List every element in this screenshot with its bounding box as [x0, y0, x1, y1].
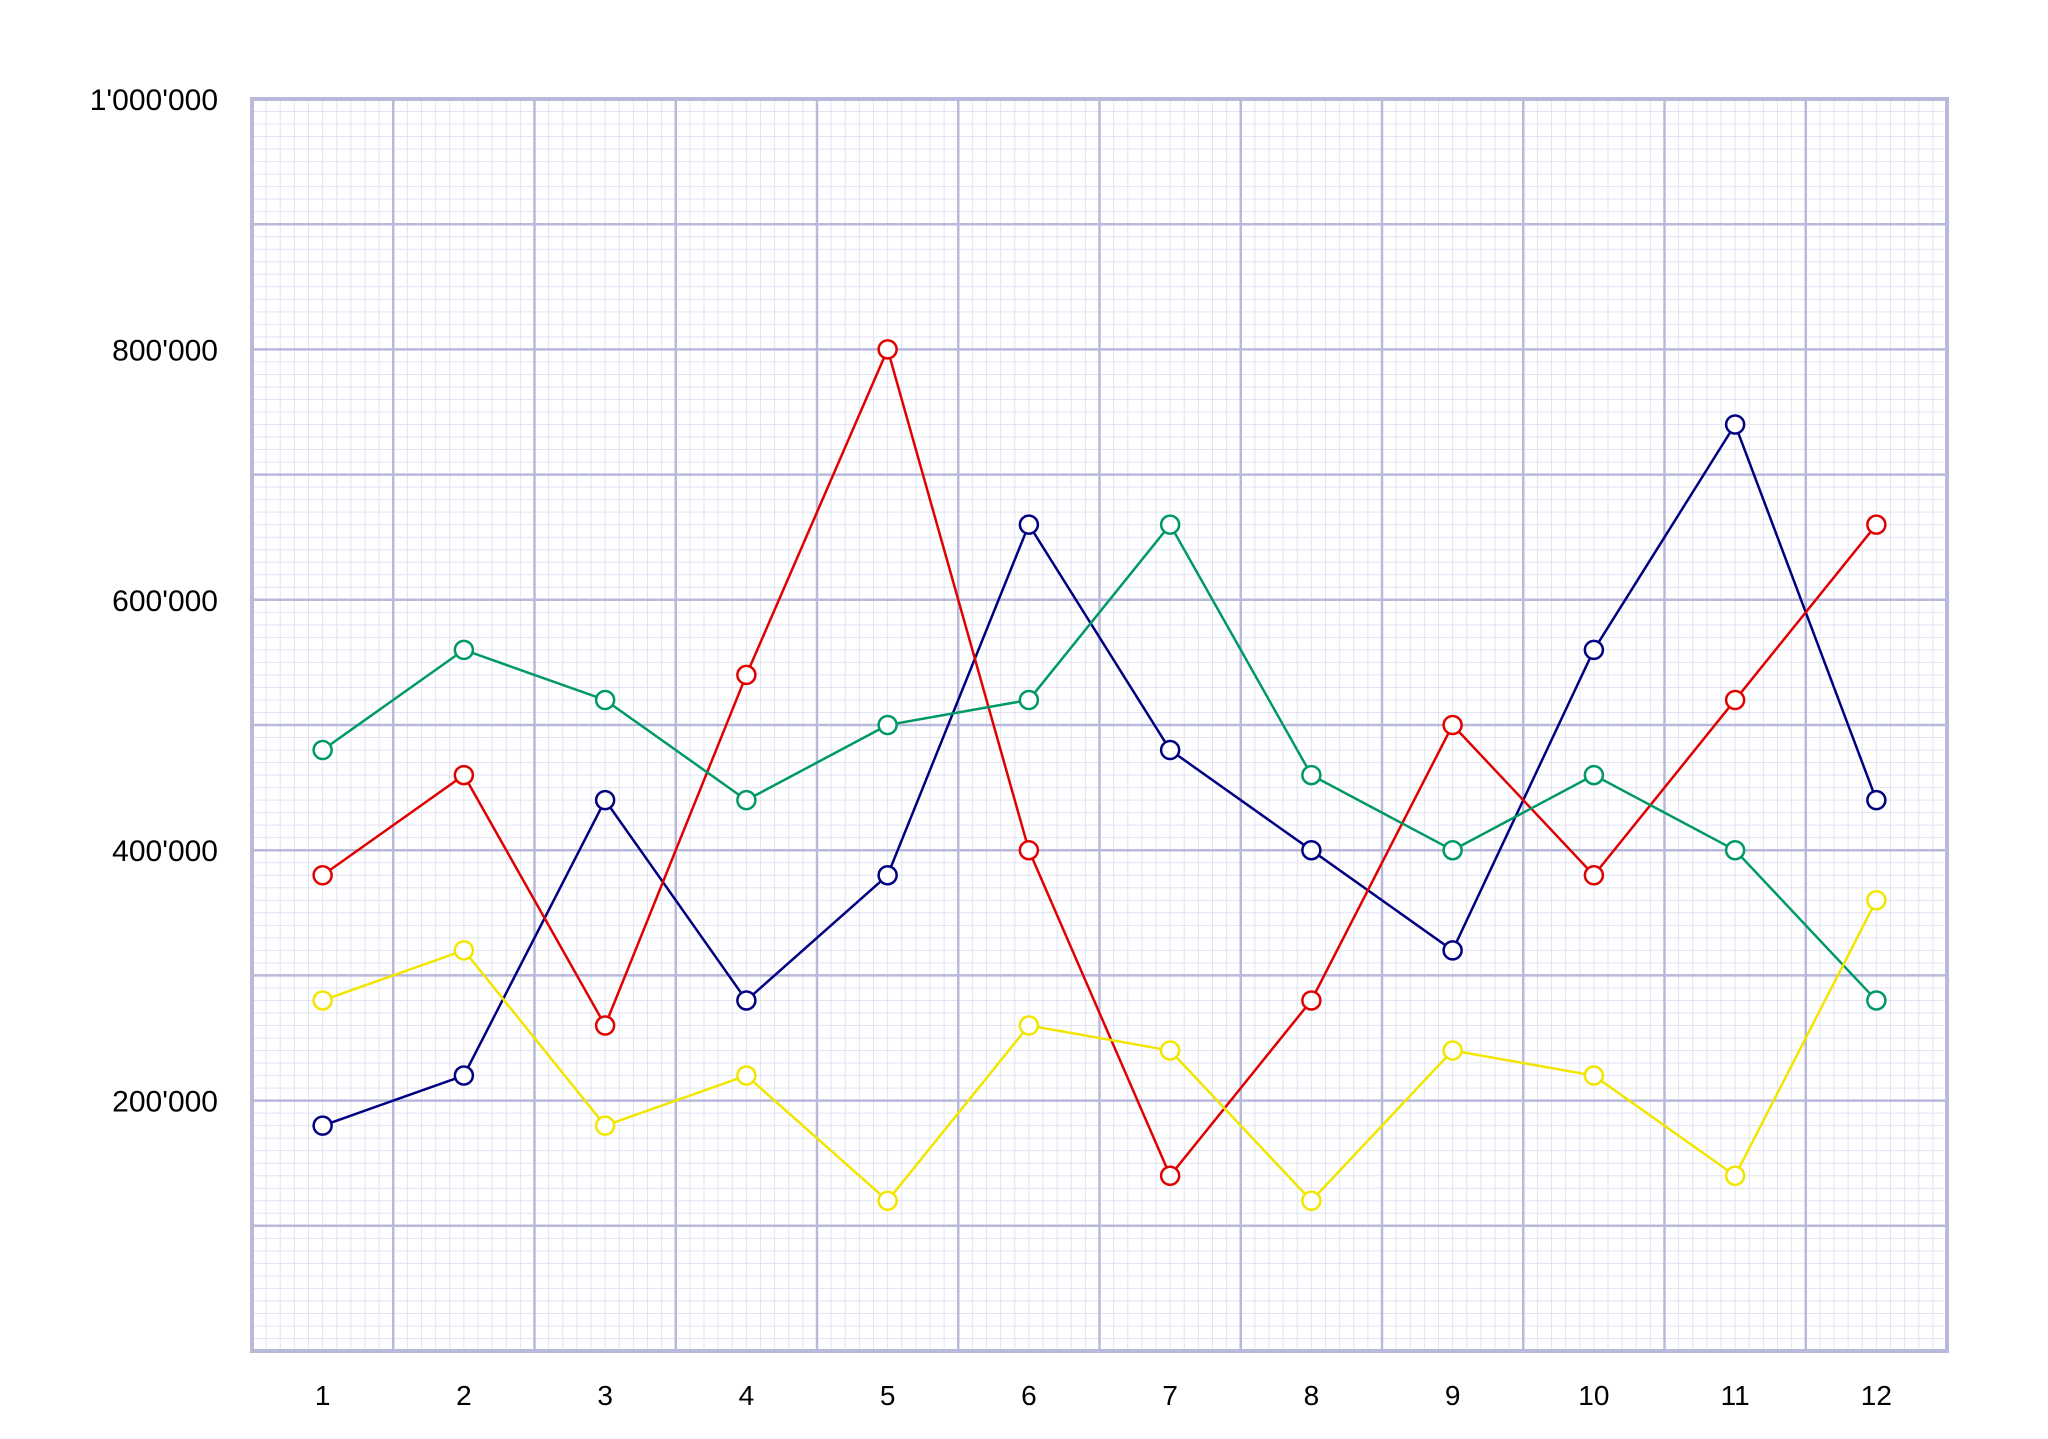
data-point [1866, 890, 1887, 911]
data-point [736, 664, 757, 686]
data-point [453, 764, 475, 786]
data-point [1301, 839, 1322, 861]
x-tick-label: 2 [456, 1380, 472, 1411]
x-tick-label: 4 [739, 1380, 755, 1411]
data-point [1301, 1190, 1322, 1212]
x-tick-label: 8 [1304, 1380, 1320, 1411]
x-tick-label: 6 [1021, 1380, 1037, 1411]
series-layer [312, 339, 1887, 1212]
data-point [1018, 839, 1040, 861]
data-point [594, 689, 616, 711]
data-point [877, 864, 898, 886]
data-point [1442, 1040, 1463, 1061]
data-point [312, 739, 333, 761]
data-point [1442, 839, 1463, 861]
data-point [1159, 514, 1181, 535]
data-point [1442, 940, 1463, 961]
data-point [1159, 1165, 1181, 1186]
data-point [312, 1115, 333, 1136]
data-point [736, 990, 757, 1011]
series-line [321, 522, 1878, 1002]
data-point [1583, 764, 1605, 786]
series-line [322, 421, 1878, 1127]
data-point [1159, 1040, 1181, 1061]
data-point [1866, 789, 1887, 811]
plot-frame [250, 97, 1949, 1353]
data-point [1583, 1065, 1605, 1086]
major-grid [252, 99, 1947, 1351]
x-tick-label: 3 [597, 1380, 613, 1411]
data-point [877, 714, 898, 736]
data-point [1583, 639, 1605, 661]
y-tick-label: 400'000 [112, 835, 218, 868]
data-point [1866, 990, 1887, 1011]
x-tick-label: 7 [1162, 1380, 1178, 1411]
x-tick-label: 5 [880, 1380, 896, 1411]
series-1 [312, 414, 1887, 1136]
data-point [1018, 689, 1040, 711]
y-tick-label: 600'000 [112, 585, 218, 618]
data-point [877, 1190, 898, 1212]
data-point [312, 990, 333, 1011]
data-point [453, 1065, 475, 1086]
data-point [877, 339, 898, 360]
data-point [1724, 839, 1746, 861]
series-3 [312, 514, 1887, 1011]
x-axis-ticks: 1 2 3 4 5 6 7 8 9 10 11 12 [315, 1380, 1892, 1411]
data-point [1301, 990, 1322, 1011]
data-point [1866, 514, 1887, 535]
data-point [1583, 864, 1605, 886]
y-tick-label: 800'000 [112, 334, 218, 367]
data-point [1724, 414, 1746, 435]
x-tick-label: 10 [1578, 1380, 1609, 1411]
x-tick-label: 12 [1861, 1380, 1892, 1411]
x-tick-label: 9 [1445, 1380, 1461, 1411]
x-tick-label: 1 [315, 1380, 331, 1411]
data-point [1018, 1015, 1040, 1036]
data-point [594, 1015, 616, 1036]
data-point [736, 1065, 757, 1086]
series-line [322, 899, 1878, 1203]
data-point [1442, 714, 1463, 736]
data-point [1018, 514, 1040, 535]
y-tick-label: 200'000 [112, 1086, 218, 1119]
y-axis-ticks: 200'000 400'000 600'000 800'000 1'000'000 [90, 84, 218, 1119]
data-point [1301, 764, 1322, 786]
y-tick-label: 1'000'000 [90, 84, 218, 117]
series-line [321, 345, 1878, 1179]
data-point [1724, 1165, 1746, 1186]
data-point [453, 940, 475, 961]
x-tick-label: 11 [1721, 1380, 1750, 1411]
data-point [1159, 739, 1181, 761]
data-point [594, 789, 616, 811]
series-2 [312, 339, 1887, 1186]
data-point [594, 1115, 616, 1136]
data-point [736, 789, 757, 811]
data-point [1724, 689, 1746, 711]
data-point [453, 639, 475, 661]
data-point [312, 864, 333, 886]
series-4 [312, 890, 1887, 1212]
